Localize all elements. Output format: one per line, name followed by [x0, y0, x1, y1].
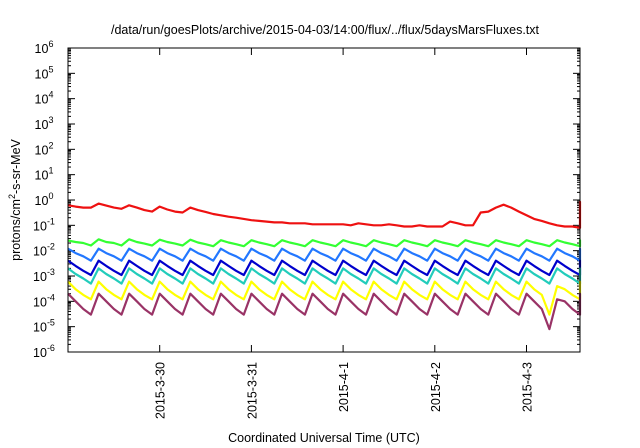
y-tick-label: 10-5: [33, 318, 55, 335]
y-tick-label: 102: [35, 140, 54, 157]
y-tick-label-base: 10: [35, 118, 49, 132]
x-tick-label: 2015-4-3: [521, 362, 535, 412]
x-tick-label: 2015-4-1: [337, 362, 351, 412]
y-tick-label-base: 10: [33, 346, 47, 360]
y-tick-label: 100: [35, 191, 54, 208]
y-tick-label-base: 10: [35, 169, 49, 183]
y-tick-label-exp: 2: [48, 140, 53, 150]
y-tick-label: 10-1: [33, 216, 55, 233]
y-tick-label-base: 10: [35, 143, 49, 157]
y-tick-label-base: 10: [33, 270, 47, 284]
y-tick-label: 104: [35, 90, 54, 107]
y-tick-label-base: 10: [33, 245, 47, 259]
y-tick-label: 105: [35, 64, 54, 81]
y-axis-label: protons/cm2-s-sr-MeV: [7, 138, 23, 260]
y-tick-label-exp: -5: [47, 318, 55, 328]
y-tick-label: 10-3: [33, 267, 55, 284]
plot-frame: [67, 47, 581, 353]
y-tick-label: 10-2: [33, 242, 55, 259]
y-tick-label-exp: -4: [47, 292, 55, 302]
y-tick-label: 10-6: [33, 343, 55, 360]
y-tick-label-base: 10: [35, 67, 49, 81]
y-tick-label-base: 10: [33, 295, 47, 309]
y-tick-label-base: 10: [33, 321, 47, 335]
y-tick-label: 101: [35, 166, 54, 183]
y-tick-label-base: 10: [35, 42, 49, 56]
y-tick-label-base: 10: [33, 219, 47, 233]
y-tick-label-exp: 3: [48, 115, 53, 125]
y-tick-label-exp: -3: [47, 267, 55, 277]
x-tick-label: 2015-3-30: [154, 362, 168, 419]
y-tick-label-exp: 5: [48, 64, 53, 74]
y-tick-label-exp: -6: [47, 343, 55, 353]
flux-series-3: [67, 247, 582, 262]
y-tick-label-base: 10: [35, 93, 49, 107]
y-tick-label-exp: 6: [48, 39, 53, 49]
x-axis-ticks: 2015-3-30 2015-3-31 2015-4-1 2015-4-2 2015-4…: [154, 48, 535, 419]
y-tick-label: 10-4: [33, 292, 55, 309]
x-axis-label: Coordinated Universal Time (UTC): [228, 431, 420, 445]
chart-title: /data/run/goesPlots/archive/2015-04-03/1…: [111, 23, 540, 37]
series-group: [67, 200, 582, 331]
y-tick-label: 103: [35, 115, 54, 132]
y-tick-label-base: 10: [35, 194, 49, 208]
y-tick-label: 106: [35, 39, 54, 56]
y-axis-label-post: -s-sr-MeV: [9, 138, 23, 194]
y-tick-label-exp: -2: [47, 242, 55, 252]
x-tick-label: 2015-4-2: [429, 362, 443, 412]
y-tick-label-exp: -1: [47, 216, 55, 226]
y-tick-label-exp: 1: [48, 166, 53, 176]
flux-series-2: [67, 238, 582, 248]
x-tick-label: 2015-3-31: [245, 362, 259, 419]
y-tick-label-exp: 0: [48, 191, 53, 201]
y-axis-label-pre: protons/cm: [9, 199, 23, 261]
y-axis-label-sup: 2: [7, 194, 17, 199]
flux-series-7: [67, 292, 582, 331]
flux-series-1: [67, 200, 582, 229]
y-tick-label-exp: 4: [48, 90, 53, 100]
